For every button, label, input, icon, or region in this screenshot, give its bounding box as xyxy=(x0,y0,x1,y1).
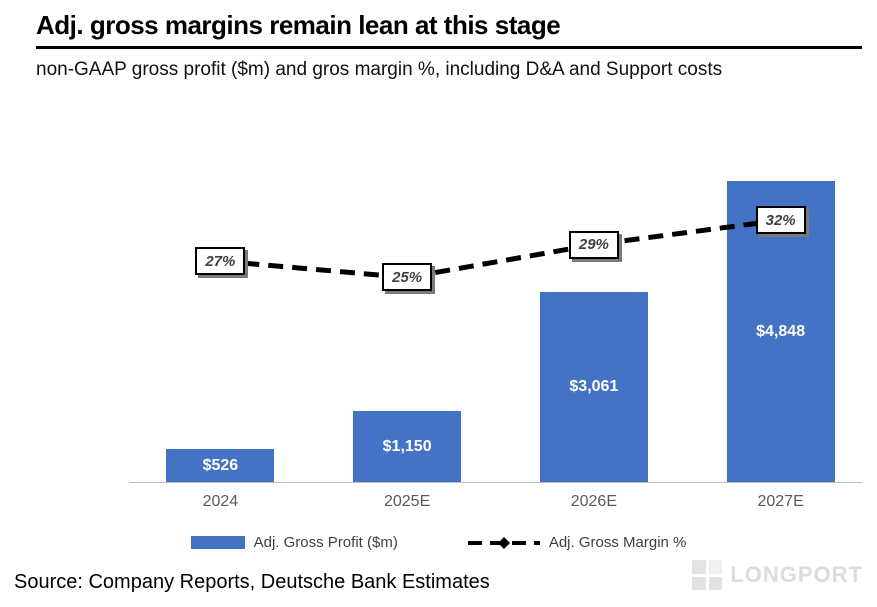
bar-2024: $526 xyxy=(166,449,275,482)
bar-swatch-icon xyxy=(190,536,245,549)
legend-item-bar: Adj. Gross Profit ($m) xyxy=(190,534,398,551)
bar-value-label: $1,150 xyxy=(382,437,432,455)
plot-area: $526 $1,150 $3,061 $4,848 27% 25% 29% 32% xyxy=(127,122,874,482)
longport-logo-icon xyxy=(692,560,723,590)
legend: Adj. Gross Profit ($m) Adj. Gross Margin… xyxy=(0,534,877,551)
bar-2025E: $1,150 xyxy=(353,411,462,482)
bar-value-label: $4,848 xyxy=(756,322,806,340)
margin-label: 27% xyxy=(195,247,246,276)
legend-item-line: Adj. Gross Margin % xyxy=(467,534,687,551)
title-divider xyxy=(36,46,862,49)
margin-label: 32% xyxy=(755,206,806,235)
x-axis xyxy=(129,482,862,483)
dashed-line-icon xyxy=(467,536,540,549)
legend-label-line: Adj. Gross Margin % xyxy=(548,534,687,551)
margin-label: 25% xyxy=(382,263,433,292)
source-text: Source: Company Reports, Deutsche Bank E… xyxy=(14,571,490,593)
x-tick-label: 2025E xyxy=(383,493,431,510)
bar-value-label: $3,061 xyxy=(569,378,619,395)
chart-subtitle: non-GAAP gross profit ($m) and gros marg… xyxy=(36,59,723,80)
x-tick-label: 2027E xyxy=(757,493,804,510)
longport-watermark: LONGPORT xyxy=(692,560,863,590)
bar-value-label: $526 xyxy=(202,456,239,474)
legend-label-bar: Adj. Gross Profit ($m) xyxy=(253,534,398,551)
margin-label: 29% xyxy=(568,230,619,259)
x-axis-labels: 2024 2025E 2026E 2027E xyxy=(127,493,874,511)
x-tick-label: 2024 xyxy=(202,493,239,510)
watermark-label: LONGPORT xyxy=(730,562,863,587)
page-title: Adj. gross margins remain lean at this s… xyxy=(36,10,561,40)
bar-2026E: $3,061 xyxy=(539,292,648,482)
x-tick-label: 2026E xyxy=(570,493,617,510)
